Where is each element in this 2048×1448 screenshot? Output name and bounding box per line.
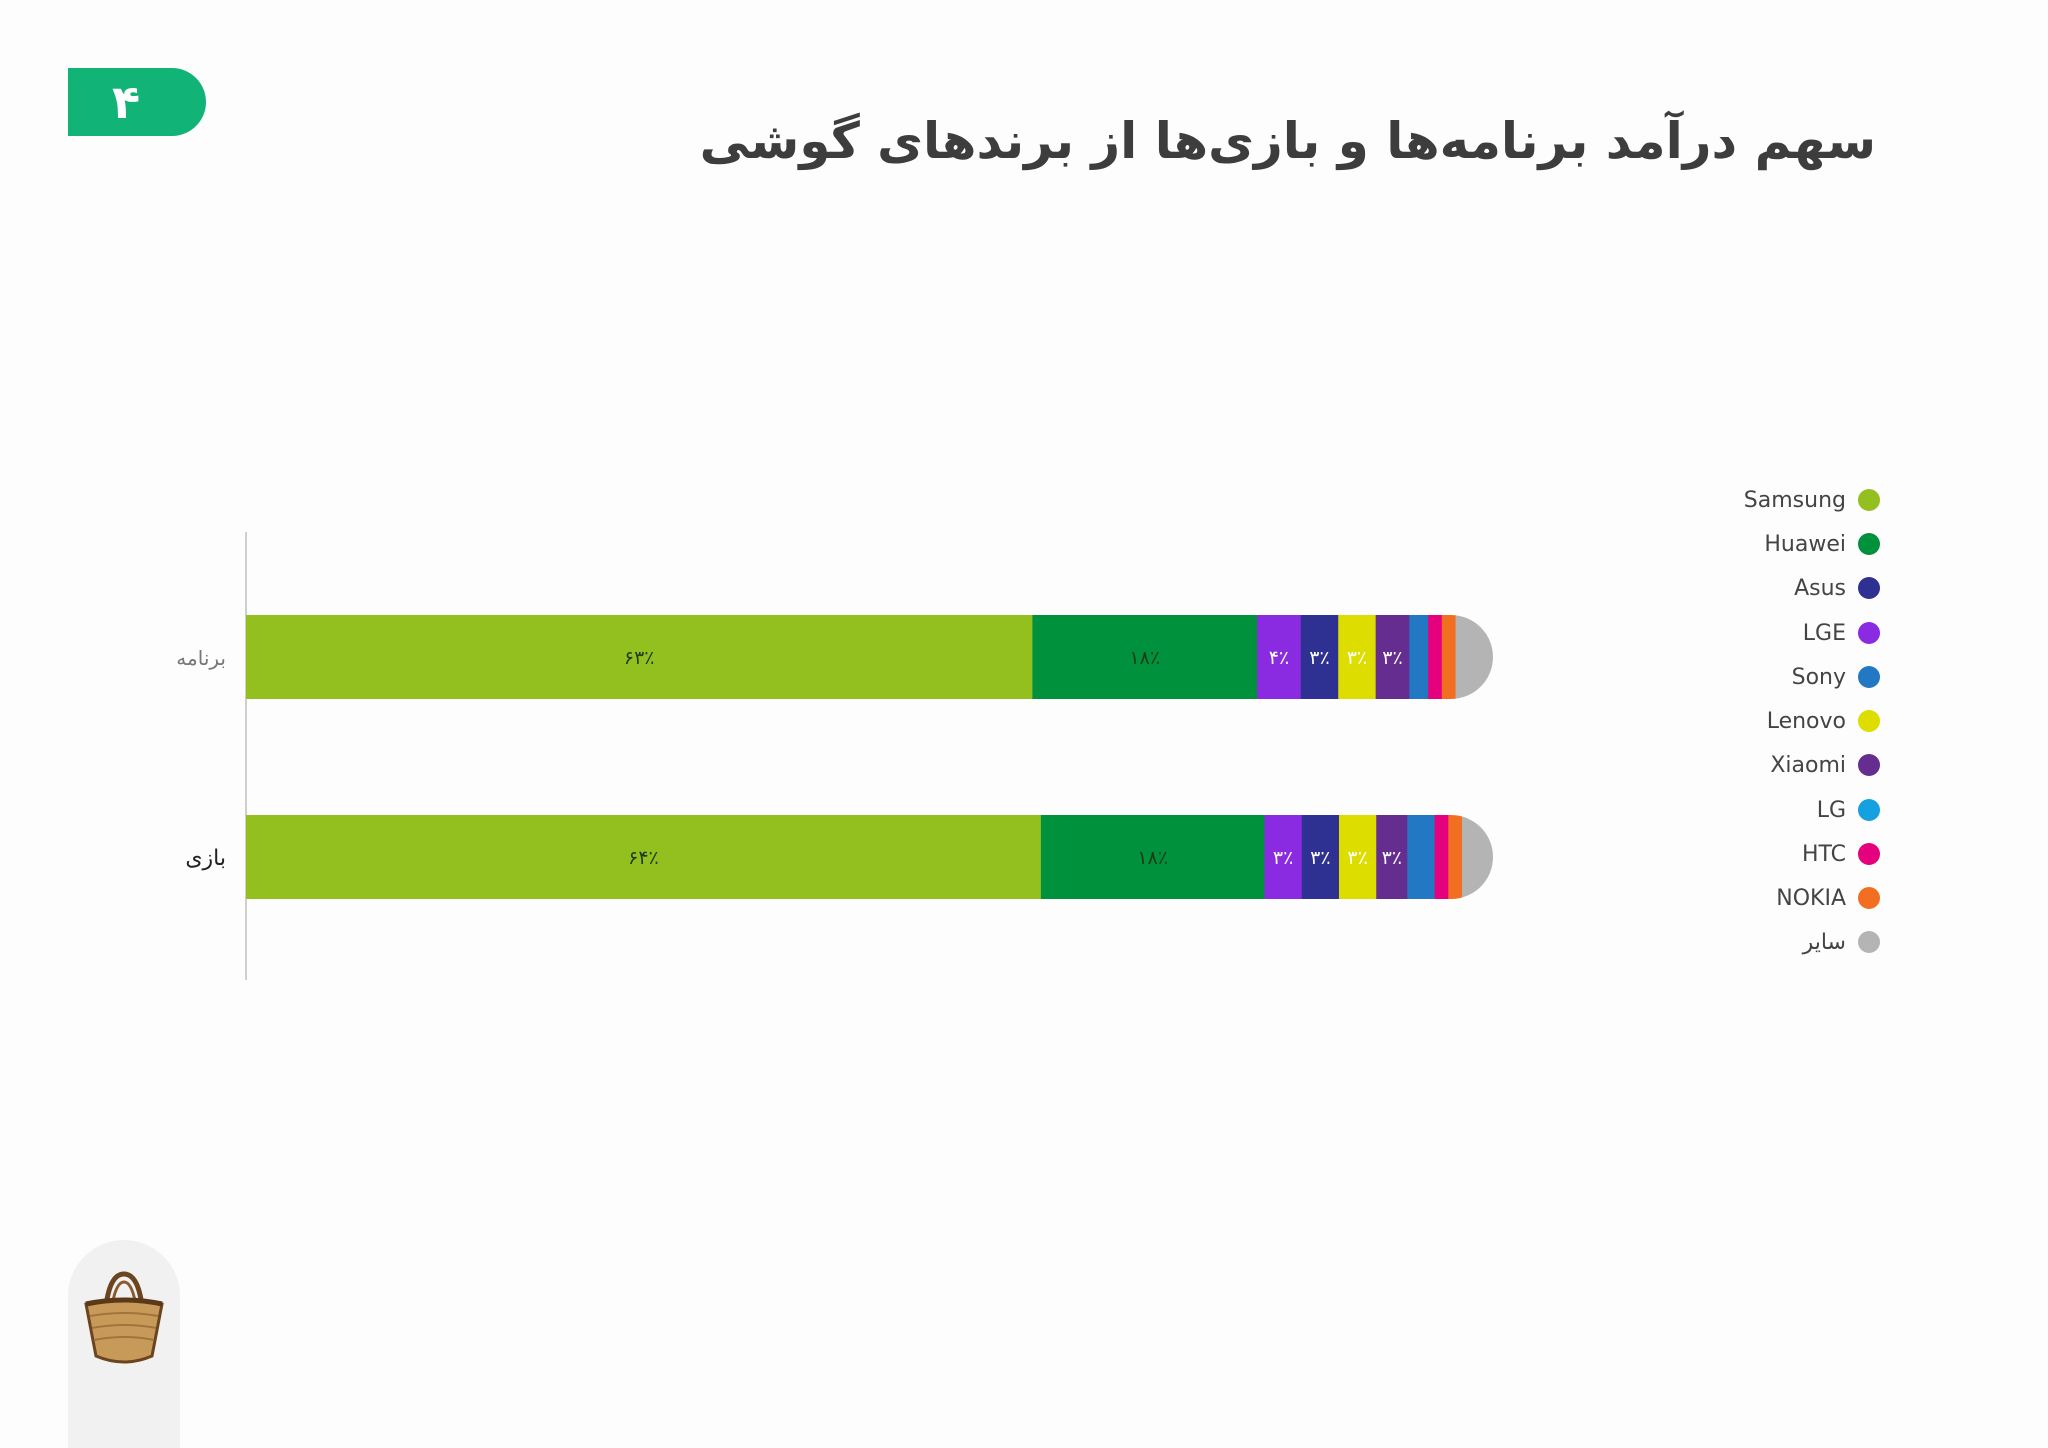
legend-label: Lenovo bbox=[1766, 708, 1846, 734]
bar-segment-samsung bbox=[246, 615, 1033, 699]
legend-item: LGE bbox=[1803, 611, 1880, 655]
legend-swatch bbox=[1858, 754, 1880, 776]
legend-swatch bbox=[1858, 710, 1880, 732]
legend-label: LGE bbox=[1802, 620, 1846, 646]
legend-label: سایر bbox=[1802, 929, 1846, 955]
bar-segment-سایر bbox=[1461, 815, 1493, 899]
bar-segment-lenovo bbox=[1338, 815, 1377, 899]
data-label: ۳٪ bbox=[1382, 847, 1402, 869]
data-label: ۴٪ bbox=[1269, 647, 1289, 669]
bar-segment-htc bbox=[1434, 815, 1449, 899]
legend-label: LG bbox=[1816, 797, 1846, 823]
bar-group-1 bbox=[246, 815, 1493, 899]
bar-segment-nokia bbox=[1448, 815, 1463, 899]
category-label: بازی bbox=[185, 846, 226, 871]
legend-label: Sony bbox=[1791, 664, 1846, 690]
legend-item: Huawei bbox=[1764, 522, 1880, 566]
bar-segment-سایر bbox=[1455, 615, 1493, 699]
legend-label: Huawei bbox=[1764, 531, 1846, 557]
chart-legend: Samsung Huawei Asus LGE Sony Lenovo Xiaomi LG HT… bbox=[1680, 478, 1880, 958]
category-label: برنامه bbox=[176, 646, 226, 670]
bar-segment-asus bbox=[1300, 615, 1339, 699]
legend-item: Xiaomi bbox=[1770, 743, 1880, 787]
legend-label: Samsung bbox=[1743, 487, 1846, 513]
legend-swatch bbox=[1858, 622, 1880, 644]
data-label: ۳٪ bbox=[1382, 647, 1402, 669]
legend-item: NOKIA bbox=[1776, 876, 1880, 920]
bar-segment-xiaomi bbox=[1375, 615, 1410, 699]
bar-segment-lge bbox=[1264, 815, 1303, 899]
bar-segment-sony bbox=[1409, 615, 1429, 699]
legend-swatch bbox=[1858, 799, 1880, 821]
data-label: ۳٪ bbox=[1347, 647, 1367, 669]
bar-segment-nokia bbox=[1441, 615, 1457, 699]
page-title: سهم درآمد برنامه‌ها و بازی‌ها از برندهای… bbox=[699, 112, 1876, 170]
legend-item: Asus bbox=[1794, 566, 1880, 610]
legend-item: Samsung bbox=[1744, 478, 1880, 522]
data-label: ۱۸٪ bbox=[1137, 847, 1168, 869]
data-label: ۶۳٪ bbox=[624, 647, 655, 669]
legend-item: LG bbox=[1817, 788, 1880, 832]
legend-item: Sony bbox=[1792, 655, 1880, 699]
legend-label: HTC bbox=[1801, 841, 1846, 867]
legend-swatch bbox=[1858, 577, 1880, 599]
basket-icon bbox=[84, 1271, 164, 1364]
page-number-badge: ۴ bbox=[68, 68, 206, 136]
data-label: ۳٪ bbox=[1310, 847, 1330, 869]
legend-swatch bbox=[1858, 666, 1880, 688]
legend-item: HTC bbox=[1802, 832, 1880, 876]
data-label: ۳٪ bbox=[1273, 847, 1293, 869]
legend-item: Lenovo bbox=[1767, 699, 1880, 743]
bar-segment-xiaomi bbox=[1376, 815, 1408, 899]
bar-segment-huawei bbox=[1040, 815, 1266, 899]
bar-segment-lenovo bbox=[1338, 615, 1377, 699]
data-label: ۶۴٪ bbox=[628, 847, 659, 869]
data-label: ۱۸٪ bbox=[1129, 647, 1160, 669]
legend-swatch bbox=[1858, 533, 1880, 555]
legend-label: Xiaomi bbox=[1770, 752, 1846, 778]
bar-segment-asus bbox=[1301, 815, 1340, 899]
bar-segment-huawei bbox=[1032, 615, 1258, 699]
legend-label: Asus bbox=[1794, 575, 1846, 601]
legend-swatch bbox=[1858, 489, 1880, 511]
bar-segment-samsung bbox=[246, 815, 1042, 899]
data-label: ۳٪ bbox=[1309, 647, 1329, 669]
legend-swatch bbox=[1858, 887, 1880, 909]
bar-segment-sony bbox=[1407, 815, 1436, 899]
bar-segment-htc bbox=[1428, 615, 1443, 699]
data-label: ۳٪ bbox=[1347, 847, 1367, 869]
legend-swatch bbox=[1858, 931, 1880, 953]
legend-swatch bbox=[1858, 843, 1880, 865]
footer-tab bbox=[68, 1240, 180, 1448]
bar-group-0 bbox=[246, 615, 1493, 699]
bar-segment-lge bbox=[1257, 615, 1302, 699]
legend-item: سایر bbox=[1803, 920, 1880, 964]
legend-label: NOKIA bbox=[1776, 885, 1846, 911]
